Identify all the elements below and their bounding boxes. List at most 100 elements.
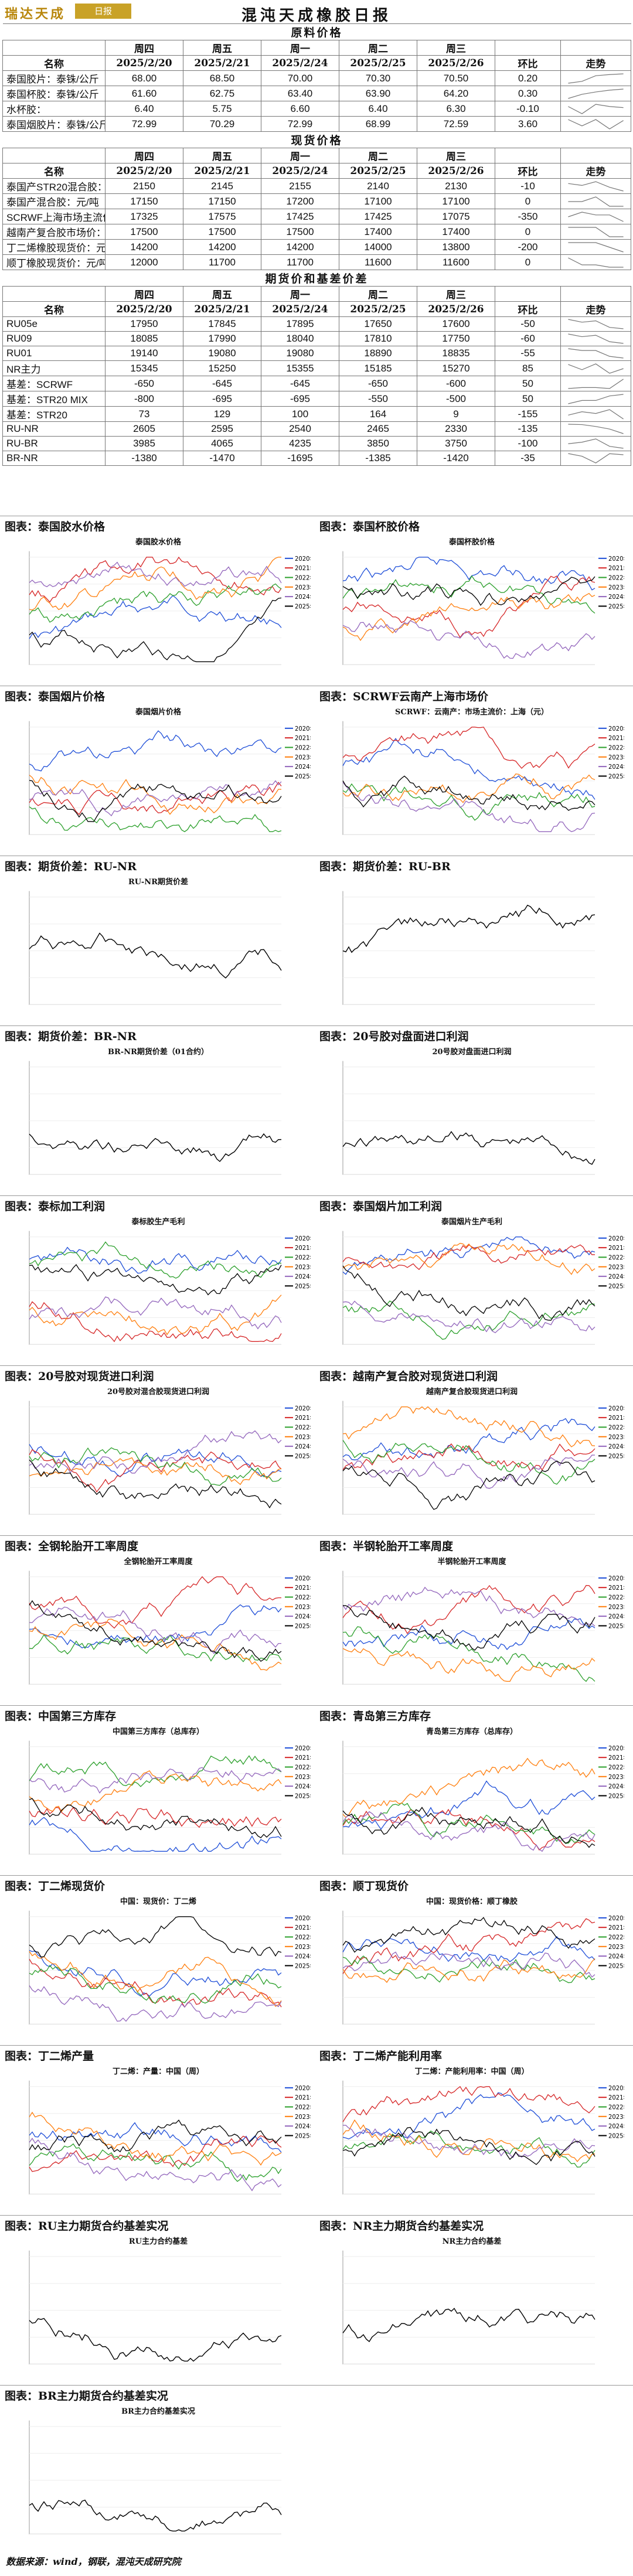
legend-label: 2023年 — [295, 1943, 311, 1951]
chart-heading-right: 图表：泰国烟片加工利润 — [319, 1200, 443, 1213]
row-sparkline — [560, 178, 632, 194]
chart-plot: 2020年2021年2022年2023年2024年2025年 — [29, 2080, 311, 2195]
table-row: 泰国烟胶片：泰铢/公斤 72.99 70.29 72.99 68.99 72.59 3.60 — [2, 116, 632, 132]
chart-series-line — [342, 1418, 595, 1460]
chart-series-line — [342, 1585, 595, 1634]
legend-label: 2025年 — [608, 1962, 624, 1970]
blank-cell — [2, 286, 106, 302]
row-sparkline — [560, 346, 632, 361]
date-cell: 2025/2/25 — [339, 163, 417, 179]
brand-logo: 瑞达天成 日报 — [5, 2, 145, 22]
chart-header-row: 图表：泰国胶水价格 图表：泰国杯胶价格 — [0, 516, 633, 533]
chart-axis — [29, 1570, 281, 1685]
chart-series-line — [342, 1406, 595, 1447]
chart-title: 丁二烯：产能利用率：中国（周） — [414, 2067, 529, 2076]
row-value: -1470 — [183, 451, 261, 466]
chart-plot — [342, 1061, 595, 1175]
chart-panel: RU-NR期货价差 — [6, 873, 311, 1023]
legend-label: 2024年 — [295, 763, 311, 771]
row-name: RU-NR — [2, 421, 106, 437]
table-row: 基差：SCRWF -650 -645 -645 -650 -600 50 — [2, 376, 632, 391]
chart-series-line — [342, 1300, 595, 1334]
table-row: SCRWF上海市场主流价 17325 17575 17425 17425 17075 -35… — [2, 209, 632, 224]
row-value: 2605 — [105, 421, 183, 437]
row-value: 14000 — [339, 239, 417, 255]
legend-label: 2021年 — [608, 1924, 624, 1931]
row-value: -650 — [339, 376, 417, 391]
chart-series-line — [29, 1767, 282, 1794]
weekday-cell: 周四 — [105, 40, 183, 56]
chart-series-line — [342, 1807, 595, 1848]
legend-label: 2025年 — [295, 1962, 311, 1970]
chart-series-line — [29, 1241, 282, 1279]
chart-series-line — [29, 782, 282, 816]
row-value: 12000 — [105, 254, 183, 270]
row-value: 100 — [261, 406, 339, 422]
chart-series-line — [342, 1605, 595, 1651]
chart-series-line — [29, 1964, 282, 2004]
chart-series-line — [29, 1606, 281, 1654]
legend-label: 2024年 — [295, 1273, 311, 1280]
row-value: 11600 — [417, 254, 495, 270]
legend-label: 2022年 — [295, 1423, 311, 1431]
row-value: 6.40 — [339, 101, 417, 117]
row-value: 19140 — [105, 346, 183, 361]
table-row: NR主力 15345 15250 15355 15185 15270 85 — [2, 360, 632, 376]
row-value: 11600 — [339, 254, 417, 270]
row-value: 6.40 — [105, 101, 183, 117]
chart-plot: 2020年2021年2022年2023年2024年2025年 — [342, 1570, 624, 1685]
legend-label: 2023年 — [608, 1263, 624, 1271]
row-sparkline — [560, 239, 632, 255]
row-sparkline — [560, 70, 632, 86]
legend-label: 2022年 — [608, 744, 624, 751]
legend-label: 2022年 — [295, 1593, 311, 1601]
blank-cell — [495, 40, 561, 56]
chart-heading-right: 图表：20号胶对盘面进口利润 — [319, 1030, 469, 1043]
row-value: -550 — [339, 391, 417, 407]
chart-plot: 2020年2021年2022年2023年2024年2025年 — [29, 1570, 311, 1685]
sparkline-icon — [568, 438, 624, 449]
row-value: 6.30 — [417, 101, 495, 117]
row-sparkline — [560, 209, 632, 224]
row-change: 0 — [495, 254, 561, 270]
chart-series-line — [29, 1951, 282, 2007]
chart-axis — [29, 2420, 281, 2534]
legend-label: 2023年 — [295, 1773, 311, 1781]
chart-heading-left: 图表：中国第三方库存 — [5, 1710, 117, 1723]
chart-title: 中国：现货价格：顺丁橡胶 — [426, 1897, 518, 1906]
chart-series-line — [342, 1918, 595, 1974]
row-sparkline — [560, 451, 632, 466]
sparkline-icon — [568, 73, 624, 84]
row-name: 基差：STR20 — [2, 406, 106, 422]
row-value: 5.75 — [183, 101, 261, 117]
chart-series-line — [342, 1244, 595, 1270]
row-value: 17950 — [105, 316, 183, 332]
chart-series-line — [342, 1958, 595, 1983]
row-name: 基差：SCRWF — [2, 376, 106, 391]
row-value: 17325 — [105, 209, 183, 224]
row-value: 17150 — [105, 193, 183, 209]
row-value: 19080 — [261, 346, 339, 361]
date-cell: 2025/2/24 — [261, 163, 339, 179]
chart-title: 20号胶对混合胶现货进口利润 — [107, 1388, 210, 1396]
chart-series-line — [29, 1444, 282, 1478]
row-name: 泰国烟胶片：泰铢/公斤 — [2, 116, 106, 132]
chart-series-line — [29, 1133, 282, 1163]
weekday-cell: 周二 — [339, 40, 417, 56]
section-title-row: 现货价格 — [2, 131, 631, 148]
row-change: -155 — [495, 406, 561, 422]
blank-cell — [560, 148, 632, 163]
row-value: 17400 — [339, 224, 417, 240]
row-name: RU05e — [2, 316, 106, 332]
chart-header-row: 图表：丁二烯现货价 图表：顺丁现货价 — [0, 1875, 633, 1893]
chart-plot — [342, 2250, 595, 2364]
row-sparkline — [560, 254, 632, 270]
chart-panel: 2020年 2021年 2022年 2023年2024年 2025年 丁二烯：产量：中国（… — [6, 2063, 311, 2212]
chart-series-line — [342, 592, 595, 641]
sparkline-icon — [568, 348, 624, 359]
sparkline-icon — [568, 363, 624, 374]
row-value: -600 — [417, 376, 495, 391]
chart-series-line — [342, 1265, 595, 1321]
chart-series-line — [342, 1757, 595, 1818]
legend-label: 2024年 — [608, 2122, 624, 2130]
